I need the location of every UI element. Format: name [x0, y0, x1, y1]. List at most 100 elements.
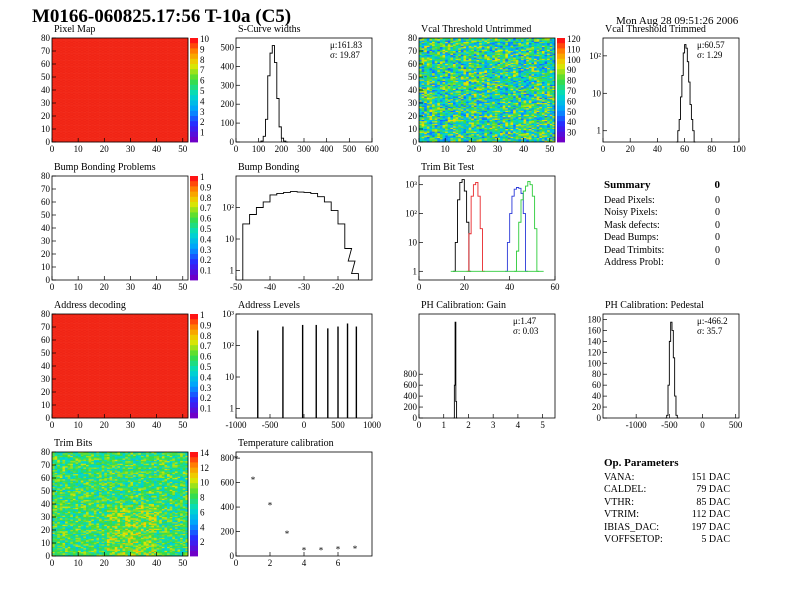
heatmap-cell — [185, 86, 189, 88]
heatmap-cell — [109, 93, 113, 96]
heatmap-cell — [135, 127, 139, 130]
heatmap-cell — [151, 62, 155, 65]
heatmap-cell — [138, 127, 142, 130]
heatmap-cell — [439, 38, 443, 40]
heatmap-cell — [83, 67, 87, 70]
heatmap-cell — [109, 131, 113, 134]
heatmap-cell — [432, 103, 435, 105]
heatmap-cell — [114, 122, 118, 125]
heatmap-cell — [57, 93, 61, 96]
heatmap-cell — [133, 83, 136, 86]
heatmap-cell — [140, 105, 144, 108]
heatmap-cell — [169, 39, 173, 41]
heatmap-cell — [127, 135, 131, 138]
heatmap-cell — [125, 83, 129, 86]
heatmap-cell — [109, 84, 113, 87]
heatmap-cell — [156, 54, 160, 57]
heatmap-cell — [172, 138, 176, 140]
heatmap-cell — [91, 105, 95, 108]
heatmap-cell — [91, 127, 95, 130]
heatmap-cell — [177, 52, 181, 54]
heatmap-cell — [169, 118, 173, 121]
heatmap-cell — [78, 73, 82, 75]
heatmap-cell — [86, 77, 89, 79]
heatmap-cell — [104, 101, 108, 104]
x-tick-label: 20 — [100, 144, 110, 154]
heatmap-cell — [91, 126, 95, 128]
heatmap-cell — [138, 91, 142, 93]
heatmap-cell — [434, 118, 438, 121]
heatmap-cell — [421, 79, 425, 82]
heatmap-cell — [65, 65, 68, 67]
heatmap-cell — [117, 110, 121, 113]
heatmap-cell — [101, 49, 105, 52]
heatmap-cell — [429, 66, 433, 69]
heatmap-cell — [421, 87, 425, 89]
heatmap-cell — [182, 125, 186, 127]
heatmap-cell — [180, 125, 184, 127]
heatmap-cell — [120, 123, 123, 126]
heatmap-cell — [93, 47, 97, 49]
heatmap-cell — [167, 135, 170, 138]
heatmap-cell — [439, 139, 443, 141]
heatmap-cell — [117, 117, 121, 119]
heatmap-cell — [88, 125, 92, 127]
heatmap-cell — [62, 134, 66, 136]
heatmap-cell — [133, 116, 136, 118]
heatmap-cell — [421, 117, 425, 119]
heatmap-cell — [72, 71, 76, 74]
heatmap-cell — [169, 93, 173, 96]
heatmap-cell — [182, 79, 186, 82]
heatmap-cell — [140, 109, 144, 112]
x-tick-label: 200 — [275, 144, 289, 154]
heatmap-cell — [424, 40, 428, 43]
heatmap-cell — [164, 62, 168, 65]
heatmap-cell — [106, 80, 110, 83]
heatmap-cell — [432, 47, 435, 49]
heatmap-cell — [177, 54, 181, 57]
heatmap-cell — [122, 79, 126, 82]
heatmap-cell — [180, 91, 184, 93]
heatmap-cell — [127, 105, 131, 108]
heatmap-cell — [143, 123, 147, 126]
heatmap-cell — [75, 48, 79, 50]
heatmap-cell — [52, 126, 55, 128]
heatmap-cell — [70, 138, 74, 140]
heatmap-cell — [161, 110, 165, 113]
heatmap-cell — [99, 38, 102, 40]
heatmap-cell — [93, 140, 97, 143]
heatmap-cell — [140, 103, 144, 105]
heatmap-cell — [70, 84, 74, 87]
heatmap-cell — [72, 75, 76, 78]
heatmap-cell — [439, 70, 443, 73]
heatmap-cell — [174, 103, 178, 105]
heatmap-cell — [180, 39, 184, 41]
heatmap-cell — [70, 78, 74, 80]
heatmap-cell — [154, 116, 157, 118]
heatmap-cell — [426, 41, 430, 44]
heatmap-cell — [62, 60, 66, 62]
heatmap-cell — [437, 84, 441, 87]
heatmap-cell — [104, 41, 108, 44]
heatmap-cell — [83, 71, 87, 74]
heatmap-cell — [117, 84, 121, 87]
heatmap-cell — [114, 48, 118, 50]
heatmap-cell — [172, 105, 176, 108]
heatmap-cell — [174, 113, 178, 115]
heatmap-cell — [182, 75, 186, 78]
heatmap-cell — [125, 125, 129, 127]
heatmap-cell — [185, 129, 189, 131]
heatmap-cell — [62, 122, 66, 125]
heatmap-cell — [86, 93, 89, 96]
heatmap-cell — [72, 40, 76, 43]
heatmap-cell — [104, 88, 108, 91]
heatmap-cell — [426, 91, 430, 93]
heatmap-cell — [101, 51, 105, 53]
heatmap-cell — [70, 70, 74, 73]
heatmap-cell — [127, 113, 131, 115]
heatmap-cell — [80, 93, 84, 96]
heatmap-cell — [62, 132, 66, 135]
heatmap-cell — [426, 38, 430, 40]
heatmap-cell — [432, 132, 435, 135]
heatmap-cell — [177, 79, 181, 82]
